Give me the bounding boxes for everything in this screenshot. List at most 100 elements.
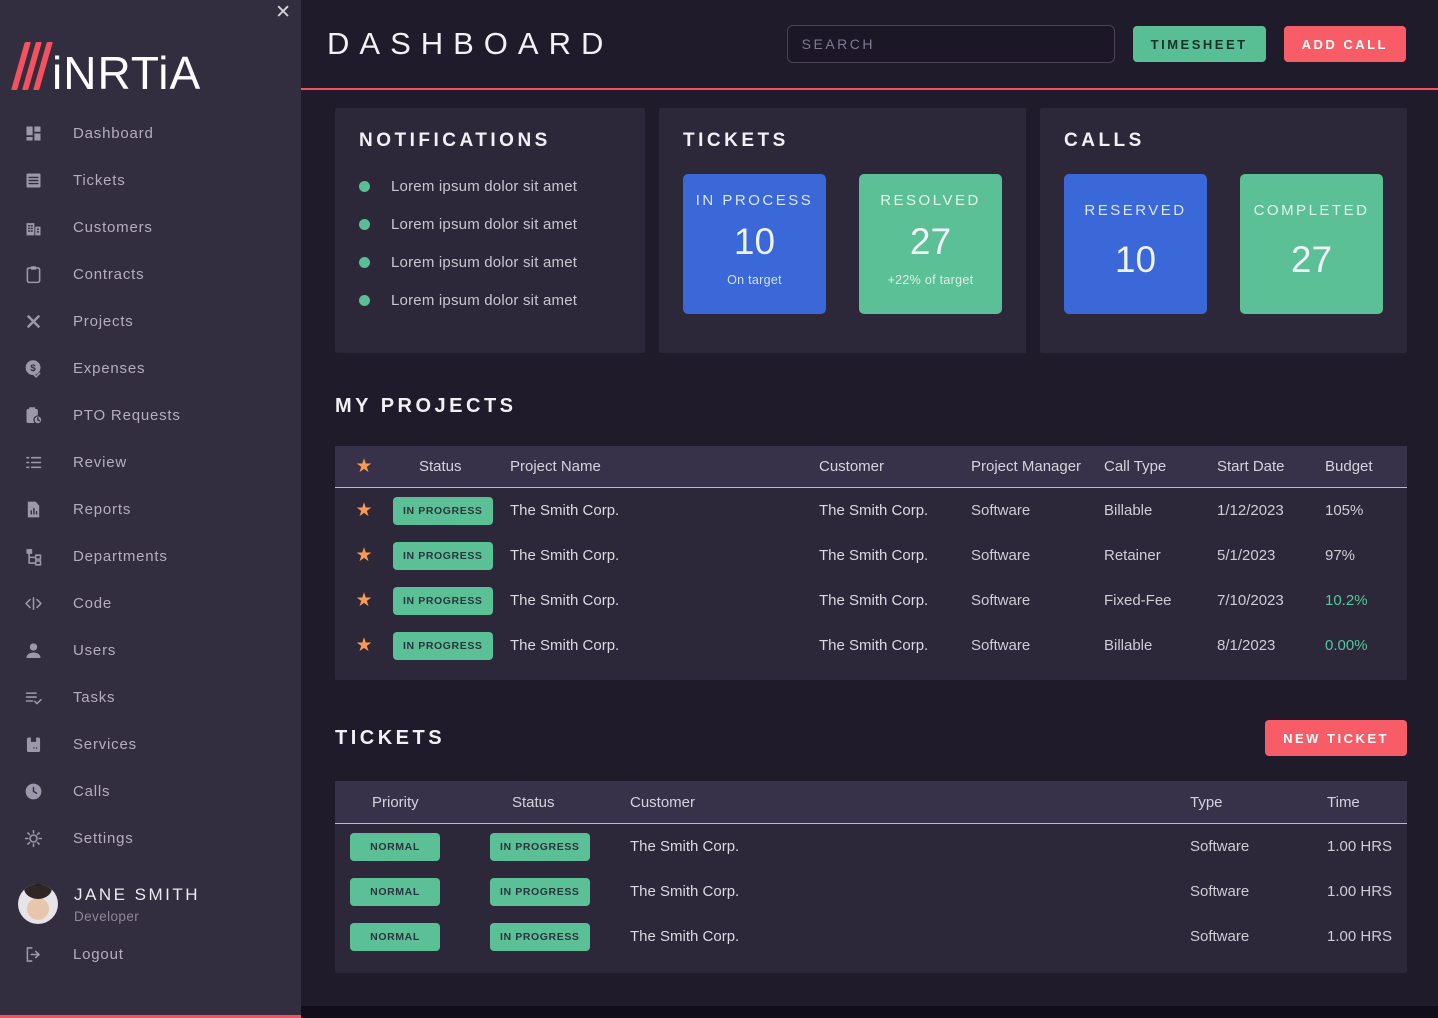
user-role: Developer <box>74 908 140 924</box>
reserved-tile: RESERVED 10 <box>1064 174 1207 314</box>
sidebar-item-contracts[interactable]: Contracts <box>0 251 301 298</box>
my-projects-title: MY PROJECTS <box>335 395 517 417</box>
timesheet-button[interactable]: TIMESHEET <box>1132 26 1266 62</box>
tickets-section-title: TICKETS <box>335 726 446 749</box>
app-logo: iNRTiA <box>0 0 301 96</box>
notification-item[interactable]: Lorem ipsum dolor sit amet <box>359 216 621 233</box>
calls-card: CALLS RESERVED 10 COMPLETED 27 <box>1040 108 1407 353</box>
svg-text:$: $ <box>30 363 36 374</box>
sidebar-item-users[interactable]: Users <box>0 627 301 674</box>
user-profile: JANE SMITH Developer <box>0 884 301 924</box>
star-icon[interactable]: ★ <box>355 635 373 656</box>
notification-dot-icon <box>359 295 370 306</box>
table-row[interactable]: ★ IN PROGRESS The Smith Corp. The Smith … <box>335 578 1407 623</box>
tickets-card-title: TICKETS <box>683 130 789 151</box>
status-badge: IN PROGRESS <box>490 832 590 861</box>
departments-icon <box>22 546 44 568</box>
sidebar-item-settings[interactable]: Settings <box>0 815 301 862</box>
notification-item[interactable]: Lorem ipsum dolor sit amet <box>359 254 621 271</box>
page-title: DASHBOARD <box>327 26 614 61</box>
tasks-icon <box>22 687 44 709</box>
sidebar-item-pto-requests[interactable]: PTO Requests <box>0 392 301 439</box>
tickets-table-header: Priority Status Customer Type Time <box>335 781 1407 824</box>
table-row[interactable]: NORMAL IN PROGRESS The Smith Corp. Softw… <box>335 914 1407 959</box>
tickets-icon <box>22 170 44 192</box>
notification-dot-icon <box>359 257 370 268</box>
sidebar-item-services[interactable]: Services <box>0 721 301 768</box>
table-row[interactable]: ★ IN PROGRESS The Smith Corp. The Smith … <box>335 488 1407 533</box>
calls-card-title: CALLS <box>1064 130 1145 151</box>
user-name: JANE SMITH <box>74 884 201 904</box>
tickets-table: Priority Status Customer Type Time NORMA… <box>335 781 1407 973</box>
review-icon <box>22 452 44 474</box>
sidebar-item-dashboard[interactable]: Dashboard <box>0 110 301 157</box>
expenses-icon: $ <box>22 358 44 380</box>
status-badge: IN PROGRESS <box>490 877 590 906</box>
star-icon[interactable]: ★ <box>355 590 373 611</box>
main-area: DASHBOARD TIMESHEET ADD CALL NOTIFICATIO… <box>301 0 1438 1018</box>
users-icon <box>22 640 44 662</box>
projects-table: ★ Status Project Name Customer Project M… <box>335 446 1407 680</box>
sidebar-nav: Dashboard Tickets Customers Contracts Pr… <box>0 110 301 862</box>
star-icon[interactable]: ★ <box>355 500 373 521</box>
table-row[interactable]: ★ IN PROGRESS The Smith Corp. The Smith … <box>335 533 1407 578</box>
in-process-tile: IN PROCESS 10 On target <box>683 174 826 314</box>
sidebar-item-expenses[interactable]: $ Expenses <box>0 345 301 392</box>
notification-item[interactable]: Lorem ipsum dolor sit amet <box>359 292 621 309</box>
sidebar-item-departments[interactable]: Departments <box>0 533 301 580</box>
resolved-tile: RESOLVED 27 +22% of target <box>859 174 1002 314</box>
notifications-card: NOTIFICATIONS Lorem ipsum dolor sit amet… <box>335 108 645 353</box>
priority-badge: NORMAL <box>350 832 440 861</box>
status-badge: IN PROGRESS <box>393 631 493 660</box>
projects-icon <box>22 311 44 333</box>
services-icon <box>22 734 44 756</box>
table-row[interactable]: NORMAL IN PROGRESS The Smith Corp. Softw… <box>335 824 1407 869</box>
sidebar-item-projects[interactable]: Projects <box>0 298 301 345</box>
table-row[interactable]: NORMAL IN PROGRESS The Smith Corp. Softw… <box>335 869 1407 914</box>
dashboard-icon <box>22 123 44 145</box>
avatar <box>18 884 58 924</box>
search-input[interactable] <box>786 25 1115 63</box>
add-call-button[interactable]: ADD CALL <box>1283 26 1406 62</box>
star-icon[interactable]: ★ <box>355 456 373 477</box>
window-bottom-edge <box>301 1006 1438 1018</box>
status-badge: IN PROGRESS <box>393 541 493 570</box>
close-icon[interactable]: ✕ <box>275 2 291 23</box>
priority-badge: NORMAL <box>350 877 440 906</box>
star-icon[interactable]: ★ <box>355 545 373 566</box>
sidebar-item-reports[interactable]: Reports <box>0 486 301 533</box>
settings-icon <box>22 828 44 850</box>
logo-text: iNRTiA <box>52 47 202 99</box>
tickets-card: TICKETS IN PROCESS 10 On target RESOLVED… <box>659 108 1026 353</box>
customers-icon <box>22 217 44 239</box>
sidebar-item-tasks[interactable]: Tasks <box>0 674 301 721</box>
table-row[interactable]: ★ IN PROGRESS The Smith Corp. The Smith … <box>335 623 1407 668</box>
reports-icon <box>22 499 44 521</box>
sidebar-item-code[interactable]: Code <box>0 580 301 627</box>
priority-badge: NORMAL <box>350 922 440 951</box>
contracts-icon <box>22 264 44 286</box>
logo-slashes-icon <box>11 42 53 90</box>
sidebar-item-calls[interactable]: Calls <box>0 768 301 815</box>
projects-table-header: ★ Status Project Name Customer Project M… <box>335 446 1407 488</box>
code-icon <box>22 593 44 615</box>
logout-button[interactable]: Logout <box>0 932 301 976</box>
top-bar: DASHBOARD TIMESHEET ADD CALL <box>301 0 1438 90</box>
sidebar: ✕ iNRTiA Dashboard Tickets Customers Con… <box>0 0 301 1018</box>
calls-icon <box>22 781 44 803</box>
notification-dot-icon <box>359 181 370 192</box>
content: NOTIFICATIONS Lorem ipsum dolor sit amet… <box>301 90 1438 973</box>
sidebar-item-tickets[interactable]: Tickets <box>0 157 301 204</box>
status-badge: IN PROGRESS <box>490 922 590 951</box>
pto-requests-icon <box>22 405 44 427</box>
completed-tile: COMPLETED 27 <box>1240 174 1383 314</box>
notification-dot-icon <box>359 219 370 230</box>
notification-item[interactable]: Lorem ipsum dolor sit amet <box>359 178 621 195</box>
status-badge: IN PROGRESS <box>393 586 493 615</box>
status-badge: IN PROGRESS <box>393 496 493 525</box>
logout-icon <box>22 943 44 965</box>
sidebar-item-customers[interactable]: Customers <box>0 204 301 251</box>
notifications-title: NOTIFICATIONS <box>359 130 551 151</box>
new-ticket-button[interactable]: NEW TICKET <box>1265 720 1407 756</box>
sidebar-item-review[interactable]: Review <box>0 439 301 486</box>
